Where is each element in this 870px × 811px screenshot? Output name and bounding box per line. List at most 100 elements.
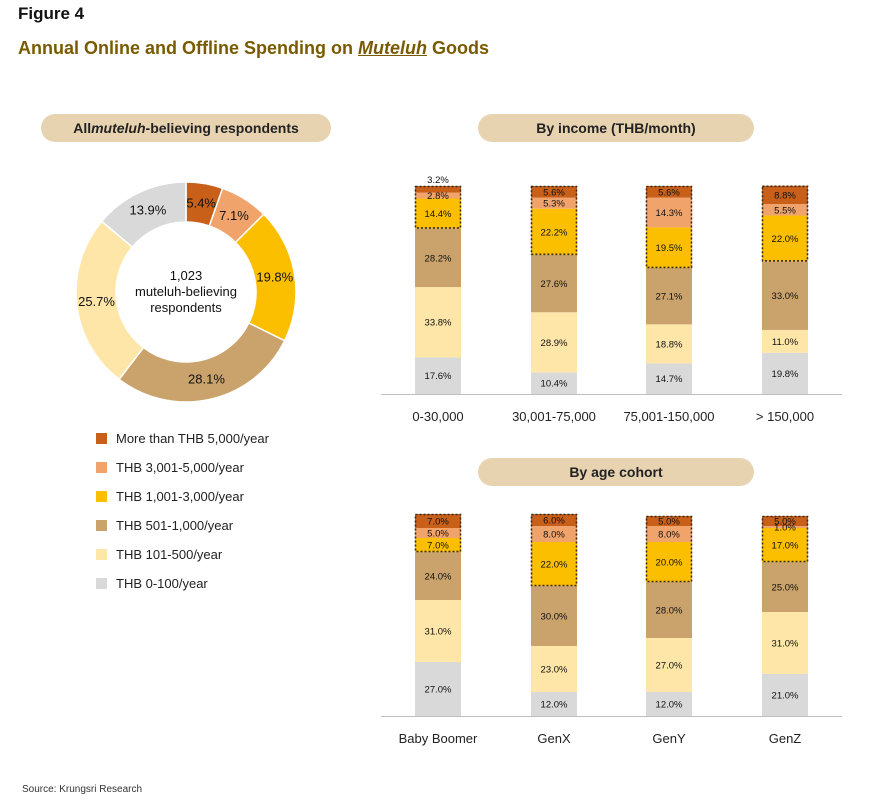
legend-label: THB 1,001-3,000/year <box>116 489 244 504</box>
figure-label: Figure 4 <box>18 4 85 23</box>
bar-segment <box>531 372 577 394</box>
x-tick-label: 0-30,000 <box>412 409 463 424</box>
data-label: 12.0% <box>541 700 568 711</box>
legend-swatch <box>96 491 107 502</box>
legend-label: THB 501-1,000/year <box>116 518 234 533</box>
bar-segment <box>646 197 692 228</box>
bar-segment <box>646 227 692 268</box>
legend-swatch <box>96 578 107 589</box>
data-label: 27.0% <box>656 661 683 672</box>
donut-center-text: respondents <box>150 300 222 315</box>
bar-segment <box>646 526 692 542</box>
bar-segment <box>531 542 577 586</box>
bar-segment <box>531 514 577 526</box>
bar-segment <box>415 552 461 600</box>
data-label: 5.3% <box>543 199 565 210</box>
bar-segment <box>415 198 461 229</box>
bar-segment <box>415 287 461 358</box>
bar-segment <box>646 582 692 638</box>
data-label: 22.2% <box>541 227 568 238</box>
x-tick-label: Baby Boomer <box>399 731 478 746</box>
pie-slice-label: 19.8% <box>256 269 293 284</box>
data-label: 14.4% <box>425 209 452 220</box>
data-label: 11.0% <box>772 337 799 348</box>
bar-segment <box>762 526 808 528</box>
bar-highlight-outline <box>414 513 462 553</box>
bar-segment <box>646 324 692 364</box>
data-label: 2.8% <box>427 191 449 202</box>
bar-segment <box>762 261 808 330</box>
data-label: 5.6% <box>658 187 680 198</box>
data-label: 27.1% <box>656 292 683 303</box>
bar-segment <box>415 186 461 193</box>
data-label: 5.0% <box>658 517 680 528</box>
data-label: 28.9% <box>541 338 568 349</box>
data-label: 1.0% <box>774 523 796 534</box>
age-title-pill: By age cohort <box>478 458 754 486</box>
legend-label: THB 0-100/year <box>116 576 208 591</box>
bar-segment <box>646 692 692 716</box>
bar-segment <box>531 692 577 716</box>
data-label: 7.0% <box>427 517 449 528</box>
bar-segment <box>531 197 577 209</box>
bar-segment <box>646 542 692 582</box>
x-tick-label: 75,001-150,000 <box>623 409 714 424</box>
bar-segment <box>531 186 577 198</box>
data-label: 22.0% <box>541 560 568 571</box>
pie-slice-label: 28.1% <box>188 372 225 387</box>
bar-highlight-outline <box>761 185 809 262</box>
x-tick-label: 30,001-75,000 <box>512 409 596 424</box>
data-label: 17.6% <box>425 371 452 382</box>
bar-highlight-outline <box>761 515 809 563</box>
bar-segment <box>762 185 808 205</box>
legend: More than THB 5,000/year THB 3,001-5,000/… <box>96 424 269 598</box>
title-prefix: Annual Online and Offline Spending on <box>18 38 358 58</box>
data-label: 5.5% <box>774 205 796 216</box>
bar-segment <box>762 612 808 674</box>
bar-segment <box>531 526 577 542</box>
x-tick-label: GenZ <box>769 731 802 746</box>
bar-segment <box>762 562 808 612</box>
bar-segment <box>762 674 808 716</box>
pie-slice-label: 7.1% <box>219 208 249 223</box>
chart-title: Annual Online and Offline Spending on Mu… <box>18 38 489 59</box>
legend-label: THB 3,001-5,000/year <box>116 460 244 475</box>
bar-segment <box>646 363 692 394</box>
bar-segment <box>762 352 808 394</box>
bar-highlight-outline <box>530 513 578 587</box>
data-label: 24.0% <box>425 572 452 583</box>
data-label: 33.8% <box>425 318 452 329</box>
bar-segment <box>415 662 461 716</box>
legend-item: THB 0-100/year <box>96 569 269 598</box>
bar-segment <box>646 267 692 325</box>
pie-title-pill: All muteluh -believing respondents <box>41 114 331 142</box>
data-label: 14.3% <box>656 208 683 219</box>
income-chart-title: By income (THB/month) <box>536 120 696 136</box>
legend-swatch <box>96 520 107 531</box>
data-label: 27.0% <box>425 685 452 696</box>
legend-swatch <box>96 549 107 560</box>
pie-title-prefix: All <box>73 120 92 136</box>
legend-item: THB 3,001-5,000/year <box>96 453 269 482</box>
title-italic: Muteluh <box>358 38 427 58</box>
legend-label: THB 101-500/year <box>116 547 223 562</box>
bar-segment <box>415 228 461 288</box>
age-chart-title: By age cohort <box>569 464 663 480</box>
title-suffix: Goods <box>427 38 489 58</box>
data-label: 31.0% <box>772 639 799 650</box>
data-label: 17.0% <box>772 541 799 552</box>
data-label: 18.8% <box>656 339 683 350</box>
donut-center-text: 1,023 <box>170 268 203 283</box>
data-label: 19.5% <box>656 243 683 254</box>
data-label: 14.7% <box>656 374 683 385</box>
data-label: 21.0% <box>772 691 799 702</box>
data-label: 8.8% <box>774 190 796 201</box>
data-label: 25.0% <box>772 583 799 594</box>
bar-highlight-outline <box>645 515 693 583</box>
legend-item: THB 1,001-3,000/year <box>96 482 269 511</box>
bar-segment <box>762 215 808 262</box>
bar-segment <box>762 528 808 562</box>
donut-center-text: muteluh-believing <box>135 284 237 299</box>
bar-segment <box>762 204 808 216</box>
